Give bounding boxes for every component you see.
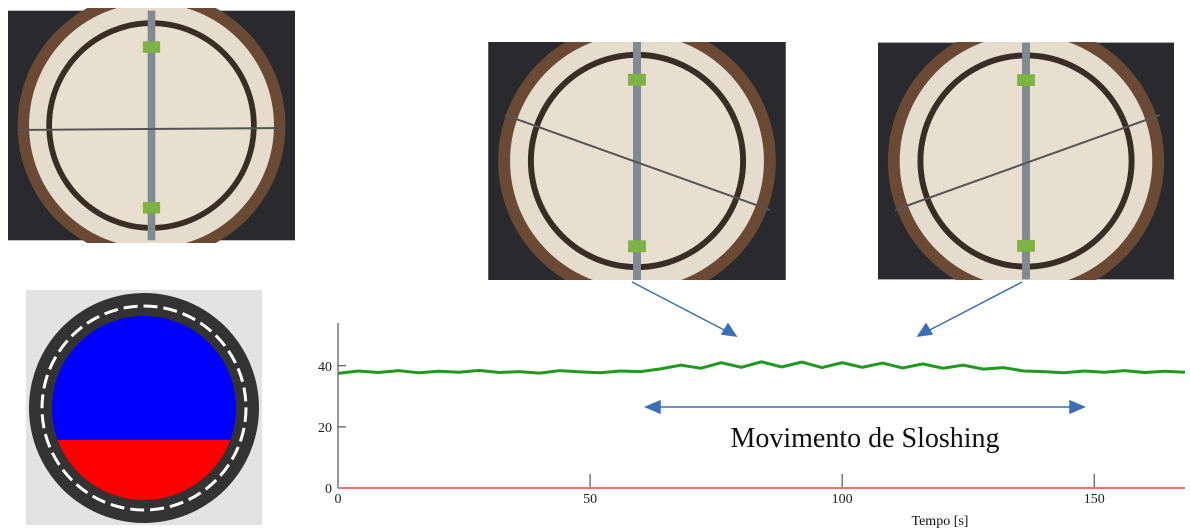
- x-tick-label: 150: [1084, 492, 1105, 507]
- data-line: [337, 360, 1186, 375]
- x-axis-label: Tempo [s]: [912, 514, 969, 529]
- y-tick-label: 20: [318, 421, 332, 436]
- x-tick-label: 50: [583, 492, 597, 507]
- x-tick-label: 100: [832, 492, 853, 507]
- annotation: Movimento de Sloshing: [730, 423, 999, 454]
- y-tick-label: 40: [318, 360, 332, 375]
- photo-rest: [8, 8, 295, 243]
- plot-background: [298, 320, 1190, 532]
- x-tick-label: 0: [335, 492, 342, 507]
- arrows: [631, 281, 1086, 415]
- simulation-view: [26, 290, 262, 525]
- photo-slosh-right: [878, 42, 1174, 280]
- y-tick-label: 0: [325, 482, 332, 497]
- photo-slosh-left: [488, 42, 786, 280]
